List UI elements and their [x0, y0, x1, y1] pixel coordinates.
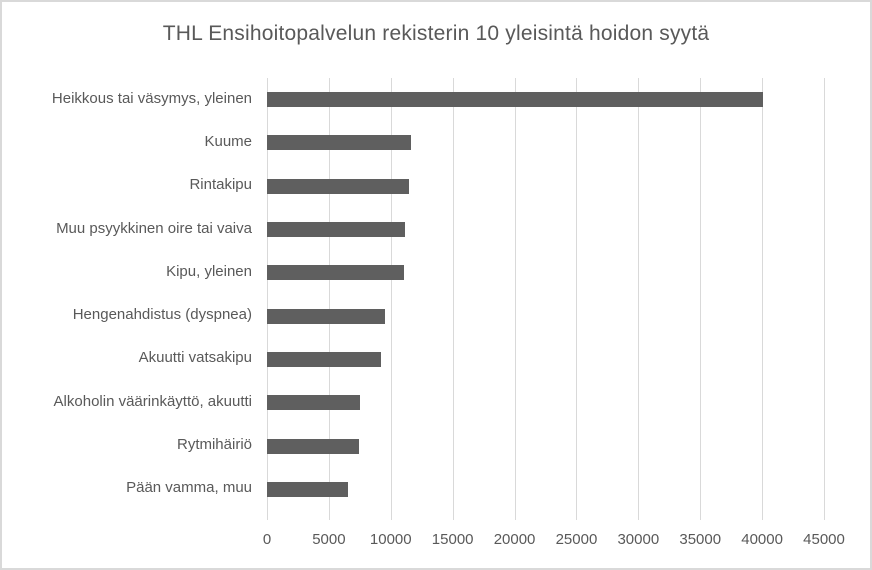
- category-axis: Heikkous tai väsymys, yleinen Kuume Rintak…: [2, 78, 252, 511]
- tick-label: 40000: [741, 531, 783, 548]
- bar: [267, 351, 382, 367]
- bar: [267, 265, 405, 281]
- tick-label: 20000: [493, 531, 536, 548]
- chart-title: THL Ensihoitopalvelun rekisterin 10 ylei…: [162, 22, 710, 45]
- bar: [267, 222, 405, 238]
- grid-line: [638, 78, 640, 520]
- category-label: Kuume: [204, 132, 252, 150]
- grid-line: [762, 78, 764, 520]
- grid-line: [328, 78, 330, 520]
- tick-label: 10000: [369, 531, 412, 548]
- grid-line: [700, 78, 702, 520]
- bar: [267, 395, 360, 411]
- category-label: Rintakipu: [189, 176, 252, 194]
- grid-line: [452, 78, 454, 520]
- grid-line: [576, 78, 578, 520]
- bar: [267, 92, 764, 108]
- bar: [267, 438, 359, 454]
- tick-label: 45000: [803, 531, 845, 548]
- tick-label: 35000: [679, 531, 722, 548]
- category-label: Hengenahdistus (dyspnea): [72, 306, 252, 324]
- tick-label: 15000: [431, 531, 474, 548]
- tick-label: 0: [262, 531, 272, 548]
- category-label: Heikkous tai väsymys, yleinen: [51, 89, 252, 107]
- category-label: Pään vamma, muu: [126, 479, 252, 497]
- bar: [267, 178, 410, 194]
- category-label: Alkoholin väärinkäyttö, akuutti: [53, 392, 252, 410]
- grid-line: [390, 78, 392, 520]
- category-label: Akuutti vatsakipu: [138, 349, 252, 367]
- bar: [267, 135, 411, 151]
- grid-line: [514, 78, 516, 520]
- category-label: Muu psyykkinen oire tai vaiva: [56, 219, 252, 237]
- grid-line: [267, 78, 268, 520]
- grid-line: [824, 78, 825, 520]
- category-label: Rytmihäiriö: [176, 436, 252, 454]
- bar: [267, 308, 385, 324]
- category-label: Kipu, yleinen: [166, 262, 252, 280]
- plot-area: [267, 78, 825, 520]
- tick-label: 30000: [617, 531, 660, 548]
- tick-label: 25000: [555, 531, 598, 548]
- bar: [267, 481, 349, 497]
- tick-label: 5000: [312, 531, 346, 548]
